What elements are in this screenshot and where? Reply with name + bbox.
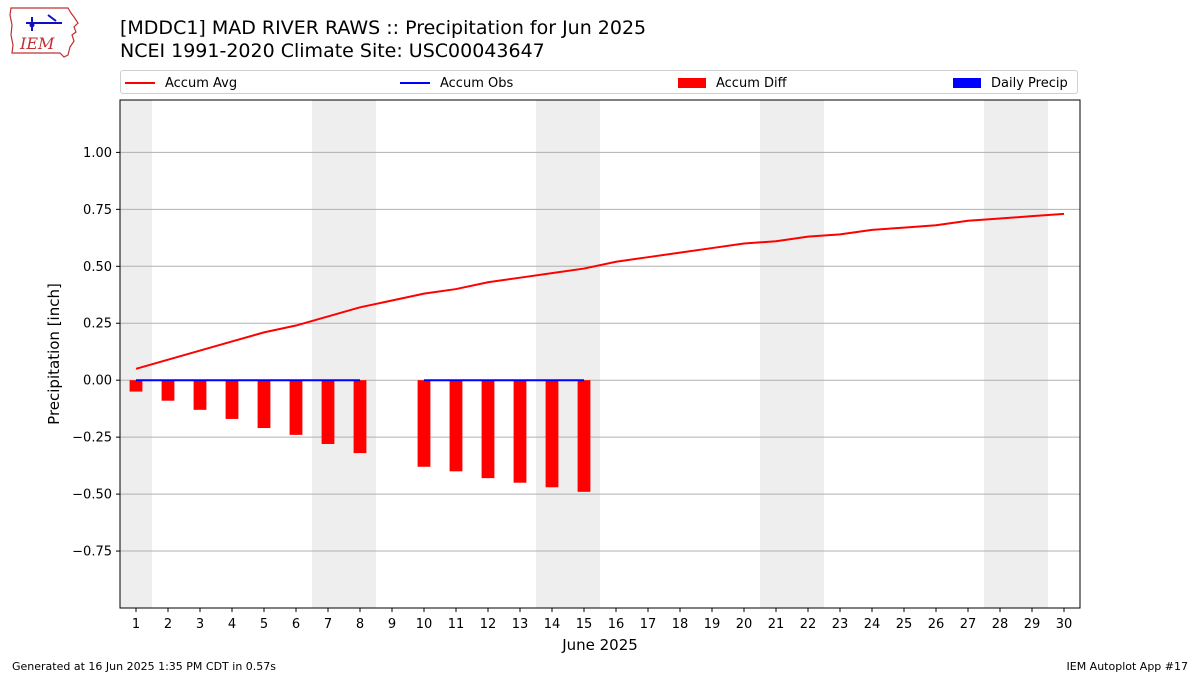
accum-diff-bar [257,380,271,429]
legend-item-daily-precip: Daily Precip [953,74,1068,92]
accum-diff-bar [481,380,495,479]
sensor-dot-icon [29,22,35,28]
legend-label-accum-obs: Accum Obs [440,75,514,91]
accum-diff-bar [321,380,335,444]
accum-diff-bar [577,380,591,492]
x-tick-label: 17 [640,617,657,632]
legend-label-accum-avg: Accum Avg [165,75,238,91]
legend-label-accum-diff: Accum Diff [716,75,787,91]
legend-item-accum-obs: Accum Obs [400,74,513,92]
iem-logo: IEM [9,7,79,58]
accum-diff-bar [417,380,431,467]
accum-diff-bar [193,380,207,410]
iowa-outline-icon [9,7,79,58]
chart-title: [MDDC1] MAD RIVER RAWS :: Precipitation … [120,17,647,39]
weekend-shade-1 [312,100,376,608]
x-tick-label: 19 [704,617,721,632]
accum-diff-bar [225,380,239,419]
x-tick-label: 20 [736,617,753,632]
x-tick-label: 9 [388,617,396,632]
legend-swatch-daily-precip [953,78,981,88]
footer-generated-text: Generated at 16 Jun 2025 1:35 PM CDT in … [12,660,277,673]
x-tick-label: 12 [480,617,497,632]
legend-label-daily-precip: Daily Precip [991,75,1068,91]
accum-diff-bar [513,380,527,483]
x-axis-label: June 2025 [561,636,638,654]
x-tick-label: 26 [928,617,945,632]
y-axis-label: Precipitation [inch] [45,283,63,425]
accum-diff-bar [353,380,367,454]
x-tick-label: 21 [768,617,785,632]
x-tick-label: 1 [132,617,140,632]
x-tick-label: 15 [576,617,593,632]
accum-diff-bar [161,380,175,401]
x-tick-label: 6 [292,617,300,632]
accum-diff-bar [545,380,559,488]
x-tick-label: 30 [1056,617,1073,632]
y-tick-label: −0.50 [72,488,112,503]
x-tick-label: 18 [672,617,689,632]
footer-app-text: IEM Autoplot App #17 [1066,660,1189,673]
x-tick-label: 23 [832,617,849,632]
x-tick-label: 14 [544,617,561,632]
x-tick-label: 2 [164,617,172,632]
y-tick-label: 0.50 [83,260,112,275]
accum-diff-bar [449,380,463,472]
accum-avg-line [135,212,1065,370]
y-tick-label: 1.00 [83,146,112,161]
legend-swatch-accum-diff [678,78,706,88]
accum-diff-bar [289,380,303,435]
x-tick-label: 25 [896,617,913,632]
y-tick-label: 0.00 [83,374,112,389]
plot-frame [119,99,1081,609]
logo-text: IEM [19,34,55,53]
x-tick-label: 13 [512,617,529,632]
weekend-shade-3 [760,100,824,608]
y-tick-label: 0.75 [83,203,112,218]
y-tick-label: −0.75 [72,545,112,560]
y-tick-label: −0.25 [72,431,112,446]
weekend-shade-0 [120,100,152,608]
legend-item-accum-avg: Accum Avg [125,74,237,92]
x-tick-label: 27 [960,617,977,632]
x-tick-label: 4 [228,617,236,632]
accum-diff-bar [129,380,143,392]
x-tick-label: 7 [324,617,332,632]
x-tick-label: 5 [260,617,268,632]
x-tick-label: 24 [864,617,881,632]
weekend-shade-4 [984,100,1048,608]
x-tick-label: 22 [800,617,817,632]
x-tick-label: 16 [608,617,625,632]
x-tick-label: 11 [448,617,465,632]
legend-swatch-accum-obs [400,82,430,84]
x-tick-label: 3 [196,617,204,632]
x-tick-label: 28 [992,617,1009,632]
x-tick-label: 8 [356,617,364,632]
y-tick-label: 0.25 [83,317,112,332]
weekend-shade-2 [536,100,600,608]
x-tick-label: 10 [416,617,433,632]
x-tick-label: 29 [1024,617,1041,632]
legend-item-accum-diff: Accum Diff [678,74,787,92]
chart-subtitle: NCEI 1991-2020 Climate Site: USC00043647 [120,40,545,62]
chart-legend: Accum Avg Accum Obs Accum Diff Daily Pre… [120,70,1078,94]
legend-swatch-accum-avg [125,82,155,84]
